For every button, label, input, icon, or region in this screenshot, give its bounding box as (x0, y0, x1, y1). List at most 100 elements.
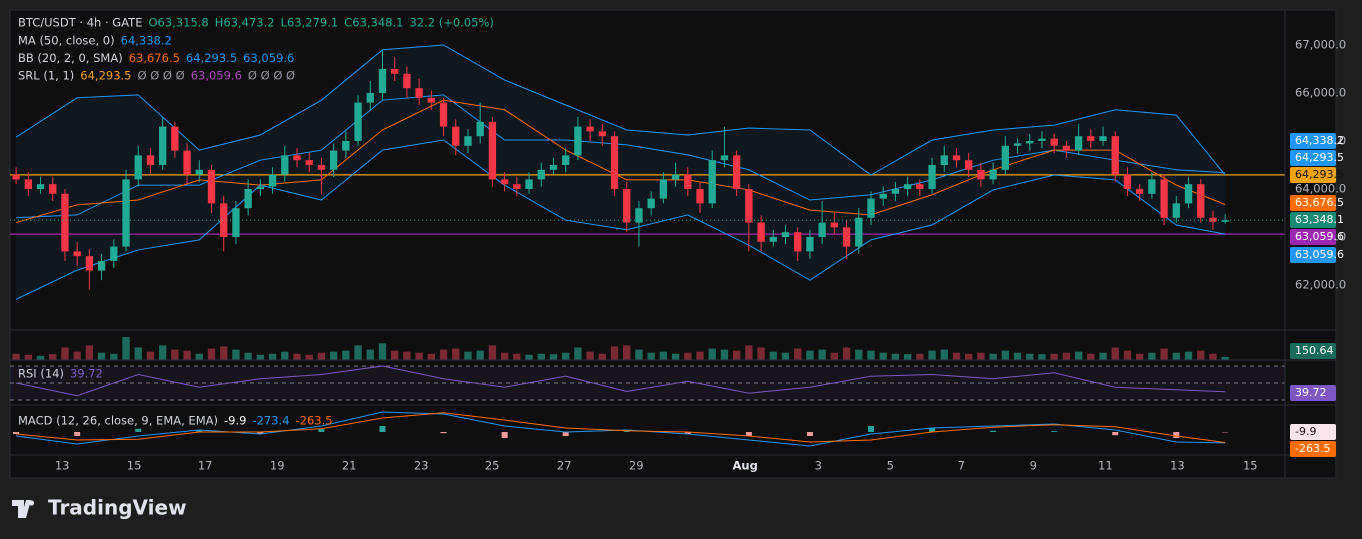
legend-text: 63,059.6 (243, 51, 294, 65)
volume-bar (696, 351, 704, 360)
volume-bar (281, 351, 289, 360)
y-tick-label: 66,000.0 (1295, 85, 1346, 99)
candle-body (85, 256, 94, 271)
volume-bar (1221, 356, 1229, 360)
candle-body (684, 174, 692, 189)
volume-bar (1111, 347, 1119, 360)
volume-bar (781, 352, 790, 360)
candle-body (549, 164, 558, 170)
candle-body (1111, 136, 1119, 175)
volume-bar (1062, 352, 1071, 360)
price-tag-label: 39.72 (1295, 386, 1327, 399)
volume-bar (452, 348, 460, 360)
candle-body (1221, 220, 1229, 222)
macd-histogram (806, 432, 813, 436)
candle-body (134, 155, 142, 180)
price-tag-label: 150.64 (1295, 344, 1334, 357)
candle-body (940, 155, 948, 165)
volume-bar (1026, 353, 1034, 360)
volume-bar (977, 352, 985, 360)
candle-body (1074, 136, 1083, 151)
x-tick-label: 15 (127, 459, 142, 473)
volume-bar (220, 346, 228, 360)
volume-bar (623, 345, 631, 360)
volume-bar (1197, 350, 1205, 360)
volume-bar (464, 351, 472, 360)
candle-body (635, 208, 643, 223)
x-tick-label: 17 (198, 459, 213, 473)
candle-body (1038, 138, 1046, 141)
volume-bar (391, 350, 399, 360)
rsi-band (10, 365, 1285, 400)
candle-body (842, 227, 851, 247)
candle-body (732, 155, 741, 189)
candle-body (513, 184, 521, 189)
candle-body (158, 126, 167, 165)
candle-body (415, 88, 423, 98)
volume-bar (1001, 350, 1009, 360)
volume-bar (256, 354, 265, 360)
legend-text: MACD (12, 26, close, 9, EMA, EMA) (18, 414, 218, 428)
volume-bar (73, 351, 81, 360)
candle-body (1013, 143, 1022, 146)
volume-bar (549, 354, 558, 360)
y-tick-label: 62,000.0 (1295, 277, 1346, 291)
price-tag (1290, 343, 1336, 359)
candle-body (293, 155, 301, 161)
candle-body (623, 188, 631, 223)
volume-bar (513, 353, 521, 360)
x-tick-label: 25 (485, 459, 500, 473)
candle-body (317, 164, 326, 170)
candle-body (305, 160, 313, 165)
x-tick-label: 7 (958, 459, 965, 473)
legend-text: BB (20, 2, 0, SMA) (18, 51, 123, 65)
candle-body (867, 198, 875, 218)
candle-body (244, 188, 252, 209)
legend-text: 63,676.5 (129, 51, 180, 65)
candle-body (122, 179, 130, 247)
volume-bar (965, 353, 973, 360)
overlay-line (15, 44, 1226, 176)
volume-bar (867, 350, 875, 360)
volume-bar (1038, 354, 1046, 360)
candle-body (696, 188, 704, 204)
volume-bar (769, 351, 777, 360)
legend-text: C63,348.1 (344, 16, 403, 30)
overlay: 62,000.063,000.064,000.065,000.066,000.0… (10, 10, 1346, 478)
candle-body (1136, 188, 1144, 194)
candle-body (195, 169, 203, 175)
y-tick-label: 64,000.0 (1295, 181, 1346, 195)
candle-body (427, 97, 435, 103)
macd-histogram (1173, 432, 1180, 438)
candle-body (989, 169, 997, 180)
overlay-line (16, 94, 1226, 219)
price-tag-label: 63,059.6 (1295, 248, 1344, 261)
volume-bar (562, 352, 570, 360)
candle-body (61, 193, 69, 252)
volume-bar (439, 349, 448, 360)
candle-body (891, 188, 900, 194)
volume-bar (500, 352, 509, 360)
legend-text: L63,279.1 (281, 16, 339, 30)
candle-body (24, 179, 32, 189)
candle-body (977, 169, 985, 180)
legend-text: 63,059.6 (191, 69, 242, 83)
candle-body (1087, 136, 1095, 141)
candle-body (110, 246, 118, 261)
volume-bar (610, 346, 619, 360)
volume-bar (1172, 352, 1180, 360)
volume-bar (928, 350, 936, 360)
volume-bar (122, 337, 130, 360)
volume-bar (1074, 351, 1083, 360)
price-tag-label: 64,338.2 (1295, 134, 1344, 147)
candle-body (1026, 140, 1034, 144)
x-tick-label: 15 (1243, 459, 1258, 473)
volume-bar (842, 347, 851, 360)
volume-bar (903, 354, 912, 360)
plot (10, 44, 1285, 447)
candle-body (464, 136, 472, 146)
macd-histogram (684, 432, 691, 434)
price-tag (1290, 424, 1336, 440)
x-tick-label: 11 (1098, 459, 1113, 473)
price-tag-label: 64,293.5 (1295, 168, 1344, 181)
